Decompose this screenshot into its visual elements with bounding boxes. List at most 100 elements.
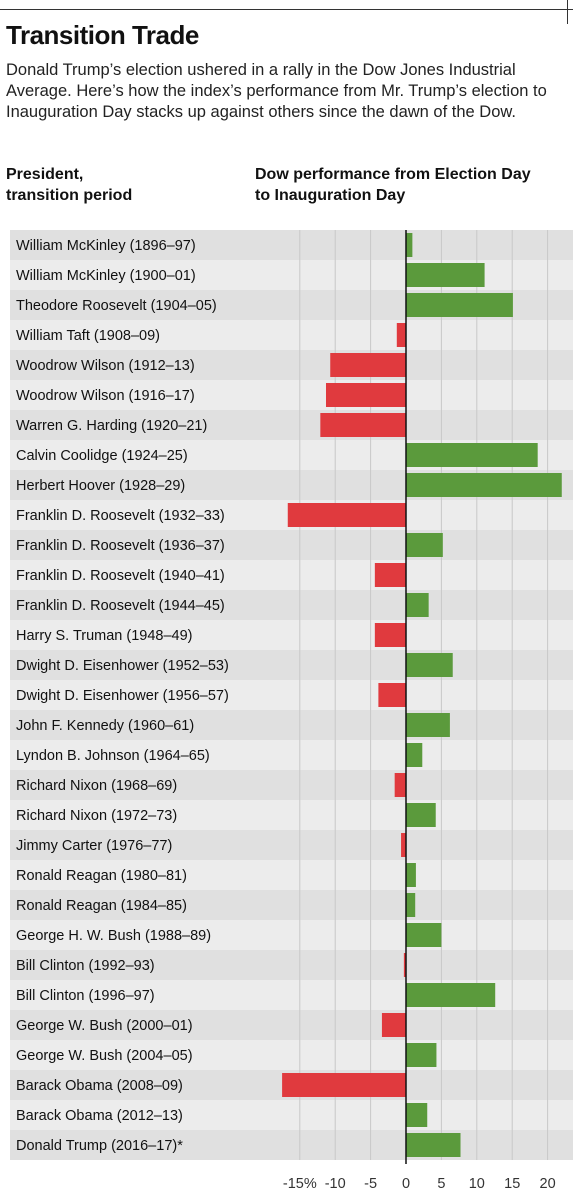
bar bbox=[406, 1103, 428, 1127]
bar bbox=[394, 773, 406, 797]
row-band bbox=[10, 920, 573, 950]
row-band bbox=[10, 1040, 573, 1070]
x-tick-label: 20 bbox=[540, 1176, 556, 1192]
bar bbox=[406, 293, 513, 317]
row-label: William Taft (1908–09) bbox=[16, 328, 160, 344]
row-band bbox=[10, 950, 573, 980]
row-label: Woodrow Wilson (1912–13) bbox=[16, 358, 195, 374]
row-label: William McKinley (1900–01) bbox=[16, 268, 196, 284]
top-rule bbox=[0, 9, 573, 10]
row-label: John F. Kennedy (1960–61) bbox=[16, 718, 194, 734]
x-tick-label: 15 bbox=[504, 1176, 520, 1192]
bar bbox=[396, 323, 406, 347]
row-label: Dwight D. Eisenhower (1952–53) bbox=[16, 658, 229, 674]
x-tick-label: -10 bbox=[325, 1176, 346, 1192]
row-label: Barack Obama (2012–13) bbox=[16, 1108, 183, 1124]
bar bbox=[406, 983, 496, 1007]
x-tick-label: 5 bbox=[437, 1176, 445, 1192]
row-label: George W. Bush (2000–01) bbox=[16, 1018, 193, 1034]
row-label: Franklin D. Roosevelt (1932–33) bbox=[16, 508, 225, 524]
bar bbox=[406, 1133, 461, 1157]
row-label: Theodore Roosevelt (1904–05) bbox=[16, 298, 217, 314]
row-band bbox=[10, 860, 573, 890]
row-band bbox=[10, 590, 573, 620]
bar bbox=[406, 863, 416, 887]
row-band bbox=[10, 890, 573, 920]
row-band bbox=[10, 410, 573, 440]
chart-title: Transition Trade bbox=[6, 20, 199, 50]
bar bbox=[325, 383, 406, 407]
bar bbox=[287, 503, 406, 527]
row-label: Harry S. Truman (1948–49) bbox=[16, 628, 193, 644]
row-band bbox=[10, 320, 573, 350]
bar bbox=[406, 743, 423, 767]
row-band bbox=[10, 800, 573, 830]
row-label: Richard Nixon (1972–73) bbox=[16, 808, 177, 824]
row-band bbox=[10, 620, 573, 650]
bar bbox=[403, 953, 406, 977]
row-label: Bill Clinton (1992–93) bbox=[16, 958, 155, 974]
row-band bbox=[10, 1130, 573, 1160]
bar bbox=[406, 1043, 437, 1067]
row-band bbox=[10, 830, 573, 860]
row-label: Ronald Reagan (1980–81) bbox=[16, 868, 187, 884]
row-label: Franklin D. Roosevelt (1936–37) bbox=[16, 538, 225, 554]
row-band bbox=[10, 350, 573, 380]
bar bbox=[406, 263, 485, 287]
column-header-performance: Dow performance from Election Day to Ina… bbox=[255, 166, 531, 204]
row-label: Barack Obama (2008–09) bbox=[16, 1078, 183, 1094]
row-label: Herbert Hoover (1928–29) bbox=[16, 478, 185, 494]
row-label: Calvin Coolidge (1924–25) bbox=[16, 448, 188, 464]
bar bbox=[406, 713, 450, 737]
row-label: Lyndon B. Johnson (1964–65) bbox=[16, 748, 210, 764]
bar bbox=[406, 593, 429, 617]
row-label: Franklin D. Roosevelt (1940–41) bbox=[16, 568, 225, 584]
row-band bbox=[10, 530, 573, 560]
bar bbox=[406, 443, 538, 467]
bar bbox=[406, 923, 442, 947]
row-label: Jimmy Carter (1976–77) bbox=[16, 838, 172, 854]
row-band bbox=[10, 710, 573, 740]
x-tick-label: -5 bbox=[364, 1176, 377, 1192]
row-band bbox=[10, 770, 573, 800]
row-band bbox=[10, 230, 573, 260]
row-band bbox=[10, 650, 573, 680]
row-label: William McKinley (1896–97) bbox=[16, 238, 196, 254]
row-band bbox=[10, 740, 573, 770]
side-rule bbox=[567, 0, 568, 24]
row-label: George W. Bush (2004–05) bbox=[16, 1048, 193, 1064]
bar bbox=[401, 833, 406, 857]
x-tick-label: 0 bbox=[402, 1176, 410, 1192]
bar bbox=[406, 233, 413, 257]
row-band bbox=[10, 380, 573, 410]
row-band bbox=[10, 680, 573, 710]
row-band bbox=[10, 560, 573, 590]
row-band bbox=[10, 1100, 573, 1130]
bar bbox=[406, 803, 436, 827]
bar bbox=[330, 353, 406, 377]
row-label: Franklin D. Roosevelt (1944–45) bbox=[16, 598, 225, 614]
bar bbox=[374, 623, 406, 647]
bar bbox=[406, 893, 416, 917]
bar bbox=[406, 653, 453, 677]
bar bbox=[320, 413, 406, 437]
row-label: Warren G. Harding (1920–21) bbox=[16, 418, 207, 434]
bar bbox=[406, 533, 443, 557]
bar bbox=[374, 563, 406, 587]
bar bbox=[282, 1073, 406, 1097]
chart-subtitle: Donald Trump’s election ushered in a ral… bbox=[6, 61, 547, 121]
bar bbox=[378, 683, 406, 707]
bar bbox=[381, 1013, 406, 1037]
row-label: Donald Trump (2016–17)* bbox=[16, 1138, 183, 1154]
row-label: Dwight D. Eisenhower (1956–57) bbox=[16, 688, 229, 704]
x-tick-label: -15% bbox=[283, 1176, 317, 1192]
x-tick-label: 10 bbox=[469, 1176, 485, 1192]
row-label: Bill Clinton (1996–97) bbox=[16, 988, 155, 1004]
row-label: Woodrow Wilson (1916–17) bbox=[16, 388, 195, 404]
row-label: Ronald Reagan (1984–85) bbox=[16, 898, 187, 914]
row-label: Richard Nixon (1968–69) bbox=[16, 778, 177, 794]
column-header-president: President, transition period bbox=[6, 166, 133, 204]
bar bbox=[406, 473, 562, 497]
row-label: George H. W. Bush (1988–89) bbox=[16, 928, 211, 944]
